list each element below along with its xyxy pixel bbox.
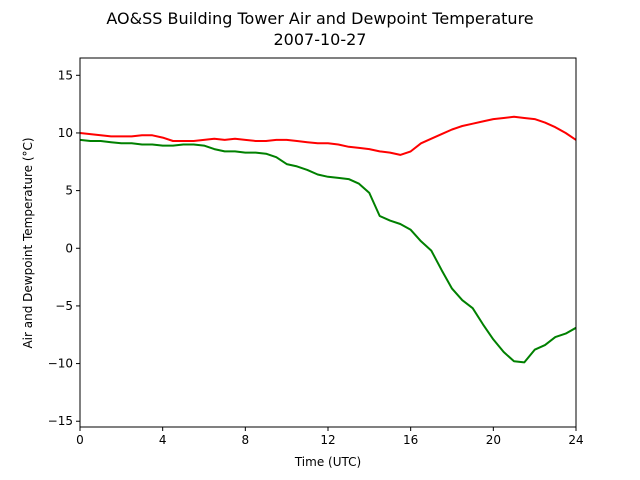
x-tick-label: 0 [76, 433, 84, 447]
x-tick-label: 16 [403, 433, 418, 447]
x-tick-label: 24 [568, 433, 583, 447]
y-tick-label: 15 [58, 68, 73, 82]
chart-subtitle: 2007-10-27 [274, 30, 367, 49]
y-tick-label: −15 [48, 414, 73, 428]
x-tick-label: 4 [159, 433, 167, 447]
x-tick-label: 8 [242, 433, 250, 447]
series-line-1 [80, 115, 576, 156]
x-tick-label: 12 [320, 433, 335, 447]
y-tick-label: 5 [65, 184, 73, 198]
x-axis-label: Time (UTC) [294, 455, 361, 469]
x-tick-label: 20 [486, 433, 501, 447]
chart-title: AO&SS Building Tower Air and Dewpoint Te… [106, 9, 533, 28]
y-tick-label: 10 [58, 126, 73, 140]
y-axis-label: Air and Dewpoint Temperature (°C) [21, 137, 35, 348]
y-tick-label: −10 [48, 357, 73, 371]
axis-ticks: 0 4 8 12 16 20 24 −15 −10 −5 0 5 10 15 [48, 68, 584, 447]
series-line-2 [80, 138, 576, 364]
y-tick-label: −5 [55, 299, 73, 313]
y-tick-label: 0 [65, 241, 73, 255]
